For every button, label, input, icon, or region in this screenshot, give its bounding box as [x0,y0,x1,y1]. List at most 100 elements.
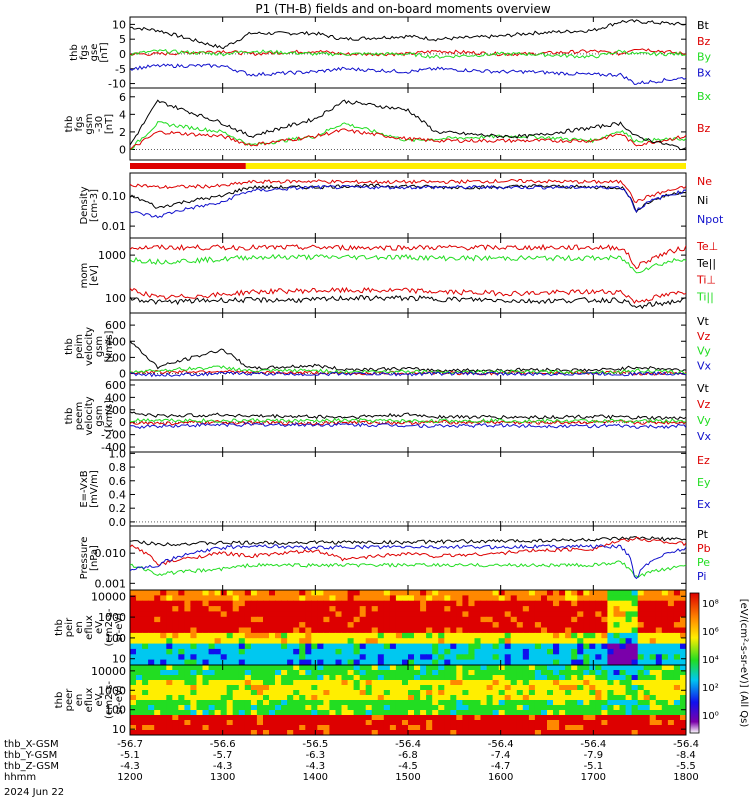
spectrogram-cell [553,600,560,607]
spectrogram-cell [408,643,415,650]
spectrogram-cell [680,643,686,650]
spectrogram-cell [420,720,427,726]
spectrogram-cell [631,622,639,629]
spectrogram-cell [649,600,657,607]
spectrogram-cell [329,648,336,655]
spectrogram-cell [408,638,415,645]
spectrogram-cell [637,654,645,661]
spectrogram-cell [613,700,621,706]
spectrogram-cell [589,675,596,681]
spectrogram-cell [263,643,270,650]
spectrogram-cell [395,685,403,691]
spectrogram-cell [534,670,542,676]
spectrogram-cell [432,648,439,655]
spectrogram-cell [667,632,675,639]
spectrogram-cell [673,700,681,706]
spectrogram-cell [371,638,379,645]
spectrogram-cell [637,685,645,691]
spectrogram-cell [547,670,554,676]
spectrogram-cell [486,648,494,655]
spectrogram-cell [281,700,288,706]
spectrogram-cell [474,690,482,696]
spectrogram-cell [281,685,288,691]
spectrogram-cell [619,685,627,691]
spectrogram-cell [160,648,167,655]
spectrogram-cell [281,595,288,602]
y-tick-label: 100 [105,292,126,305]
spectrogram-cell [414,600,421,607]
spectrogram-cell [178,700,185,706]
spectrogram-cell [577,616,584,623]
spectrogram-cell [522,654,530,661]
spectrogram-cell [637,611,645,618]
spectrogram-cell [643,685,651,691]
spectrogram-cell [613,638,621,645]
spectrogram-cell [432,616,439,623]
spectrogram-cell [148,680,155,686]
time-axis-value: -4.3 [213,761,233,772]
y-axis-label: Pressure [nPa] [79,537,100,580]
spectrogram-cell [130,730,137,735]
spectrogram-cell [583,690,590,696]
spectrogram-cell [263,730,270,735]
spectrogram-cell [371,659,379,665]
spectrogram-cell [655,680,663,686]
spectrogram-cell [468,685,475,691]
y-label-line: sr-eV) [114,685,125,714]
spectrogram-cell [202,654,210,661]
spectrogram-cell [595,616,602,623]
y-label-line: eflux [84,615,95,640]
spectrogram-cell [637,730,645,735]
spectrogram-cell [613,725,621,731]
spectrogram-cell [130,595,137,602]
spectrogram-cell [420,715,427,721]
spectrogram-cell [371,611,379,618]
spectrogram-cell [504,616,512,623]
spectrogram-cell [142,725,149,731]
spectrogram-cell [438,622,445,629]
spectrogram-cell [673,665,681,671]
spectrogram-cell [166,730,173,735]
spectrogram-cell [583,622,590,629]
spectrogram-cell [299,690,306,696]
spectrogram-cell [172,705,179,711]
spectrogram-cell [553,710,560,716]
spectrogram-cell [607,700,614,706]
spectrogram-cell [426,725,433,731]
spectrogram-cell [323,695,330,701]
y-tick-label: 1000 [98,684,126,697]
spectrogram-cell [299,627,306,634]
spectrogram-cell [269,730,276,735]
spectrogram-cell [553,648,560,655]
spectrogram-cell [510,595,518,602]
spectrogram-cell [160,627,167,634]
spectrogram-cell [359,600,367,607]
spectrogram-cell [293,665,300,671]
spectrogram-cell [148,659,155,665]
spectrogram-cell [498,600,506,607]
spectrogram-cell [601,665,608,671]
spectrogram-cell [263,600,270,607]
spectrogram-cell [389,670,397,676]
spectrogram-cell [130,600,137,607]
spectrogram-cell [365,730,373,735]
spectrogram-cell [335,715,343,721]
spectrogram-cell [359,690,367,696]
spectrogram-cell [571,622,578,629]
spectrogram-cell [631,616,639,623]
legend-npot: Npot [697,213,724,226]
spectrogram-cell [160,710,167,716]
legend-pt: Pt [697,528,709,541]
spectrogram-cell [359,616,367,623]
spectrogram-cell [130,715,137,721]
spectrogram-cell [402,715,409,721]
spectrogram-cell [643,670,651,676]
spectrogram-cell [208,627,216,634]
spectrogram-cell [510,643,518,650]
spectrogram-cell [335,648,343,655]
spectrogram-cell [680,590,686,596]
spectrogram-cell [335,695,343,701]
spectrogram-cell [365,638,373,645]
spectrogram-cell [136,720,143,726]
